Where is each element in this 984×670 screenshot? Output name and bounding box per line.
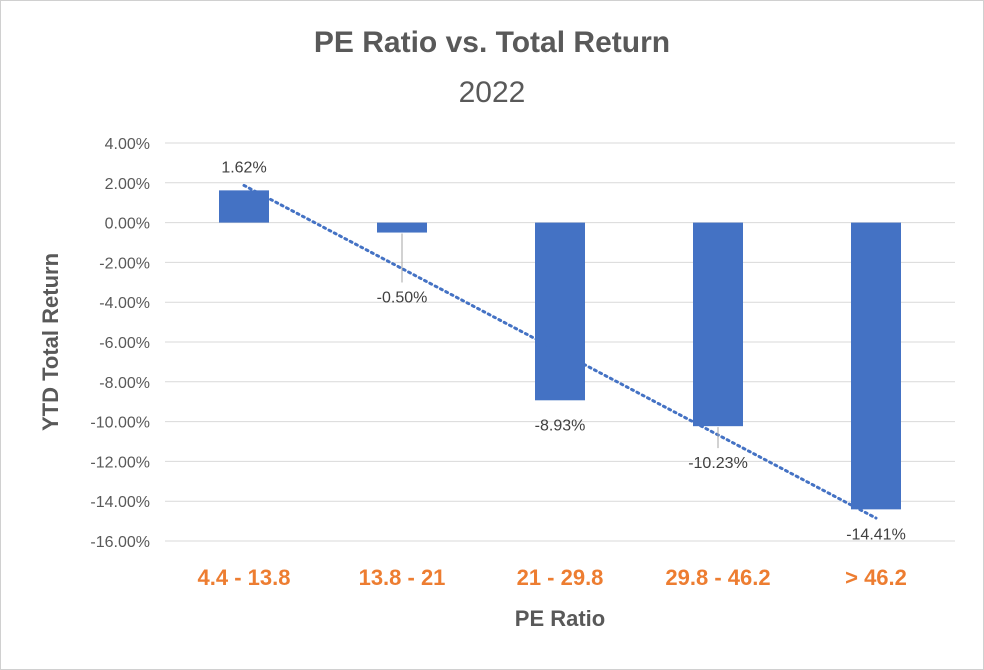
trendline — [242, 183, 878, 520]
chart-subtitle: 2022 — [458, 76, 526, 109]
bar — [693, 222, 743, 427]
chart-title: PE Ratio vs. Total Return — [313, 26, 671, 59]
y-tick-label: 4.00% — [105, 136, 150, 153]
y-tick-label: -6.00% — [99, 335, 150, 352]
bar — [377, 222, 427, 233]
y-tick-label: 0.00% — [105, 216, 150, 233]
x-category-label: 21 - 29.8 — [517, 565, 604, 590]
y-tick-label: -2.00% — [99, 255, 150, 272]
x-category-label: 13.8 - 21 — [359, 565, 446, 590]
y-tick-label: -10.00% — [90, 415, 150, 432]
data-label: -8.93% — [535, 417, 586, 434]
data-label: -10.23% — [688, 455, 748, 472]
x-category-label: 4.4 - 13.8 — [198, 565, 291, 590]
y-tick-label: -4.00% — [99, 295, 150, 312]
data-label: -0.50% — [377, 290, 428, 307]
x-axis-title: PE Ratio — [515, 606, 605, 631]
y-axis-title: YTD Total Return — [38, 253, 63, 431]
y-tick-label: -14.00% — [90, 494, 150, 511]
y-tick-label: -12.00% — [90, 454, 150, 471]
bar — [851, 222, 901, 510]
x-category-label: > 46.2 — [845, 565, 907, 590]
y-tick-label: -8.00% — [99, 375, 150, 392]
y-tick-label: 2.00% — [105, 176, 150, 193]
y-tick-label: -16.00% — [90, 534, 150, 551]
bar — [535, 222, 585, 401]
data-label: -14.41% — [846, 526, 906, 543]
data-label: 1.62% — [221, 159, 266, 176]
x-category-label: 29.8 - 46.2 — [665, 565, 770, 590]
